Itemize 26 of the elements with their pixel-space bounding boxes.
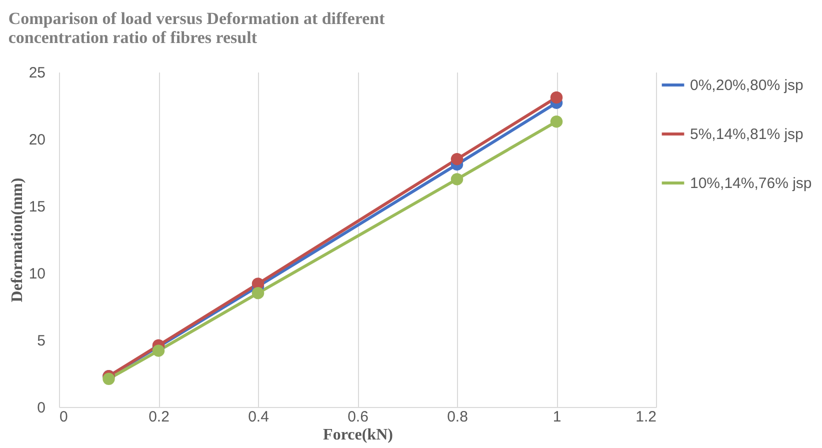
- y-tick-label: 20: [28, 132, 46, 148]
- y-tick-label: 25: [28, 64, 46, 82]
- point: [102, 372, 115, 385]
- point: [152, 344, 165, 357]
- legend-label: 0%,20%,80% jsp: [690, 77, 804, 94]
- x-tick-label: 1.2: [636, 408, 656, 426]
- x-tick-label: 0.8: [447, 408, 468, 426]
- x-tick-label: 0.2: [148, 408, 170, 426]
- x-axis-title: Force(kN): [323, 426, 393, 444]
- point: [550, 115, 563, 128]
- point: [450, 173, 464, 186]
- x-tick-label: 0.4: [248, 408, 269, 426]
- point: [252, 286, 264, 300]
- y-tick-label: 10: [28, 266, 46, 282]
- point: [450, 152, 464, 166]
- x-tick-label: 0: [60, 408, 68, 426]
- x-tick-label: 0.6: [348, 408, 368, 426]
- point: [550, 91, 563, 104]
- text: concentration ratio of fibres result: [8, 28, 257, 47]
- y-tick-label: 5: [37, 332, 46, 350]
- legend-label: 10%,14%,76% jsp: [690, 175, 812, 192]
- text: Comparison of load versus Deformation at different: [8, 9, 385, 28]
- x-tick-label: 1: [552, 408, 562, 426]
- legend-label: 5%,14%,81% jsp: [690, 126, 804, 143]
- y-tick-label: 15: [28, 198, 46, 216]
- y-axis-title: Deformation(mm): [8, 178, 26, 302]
